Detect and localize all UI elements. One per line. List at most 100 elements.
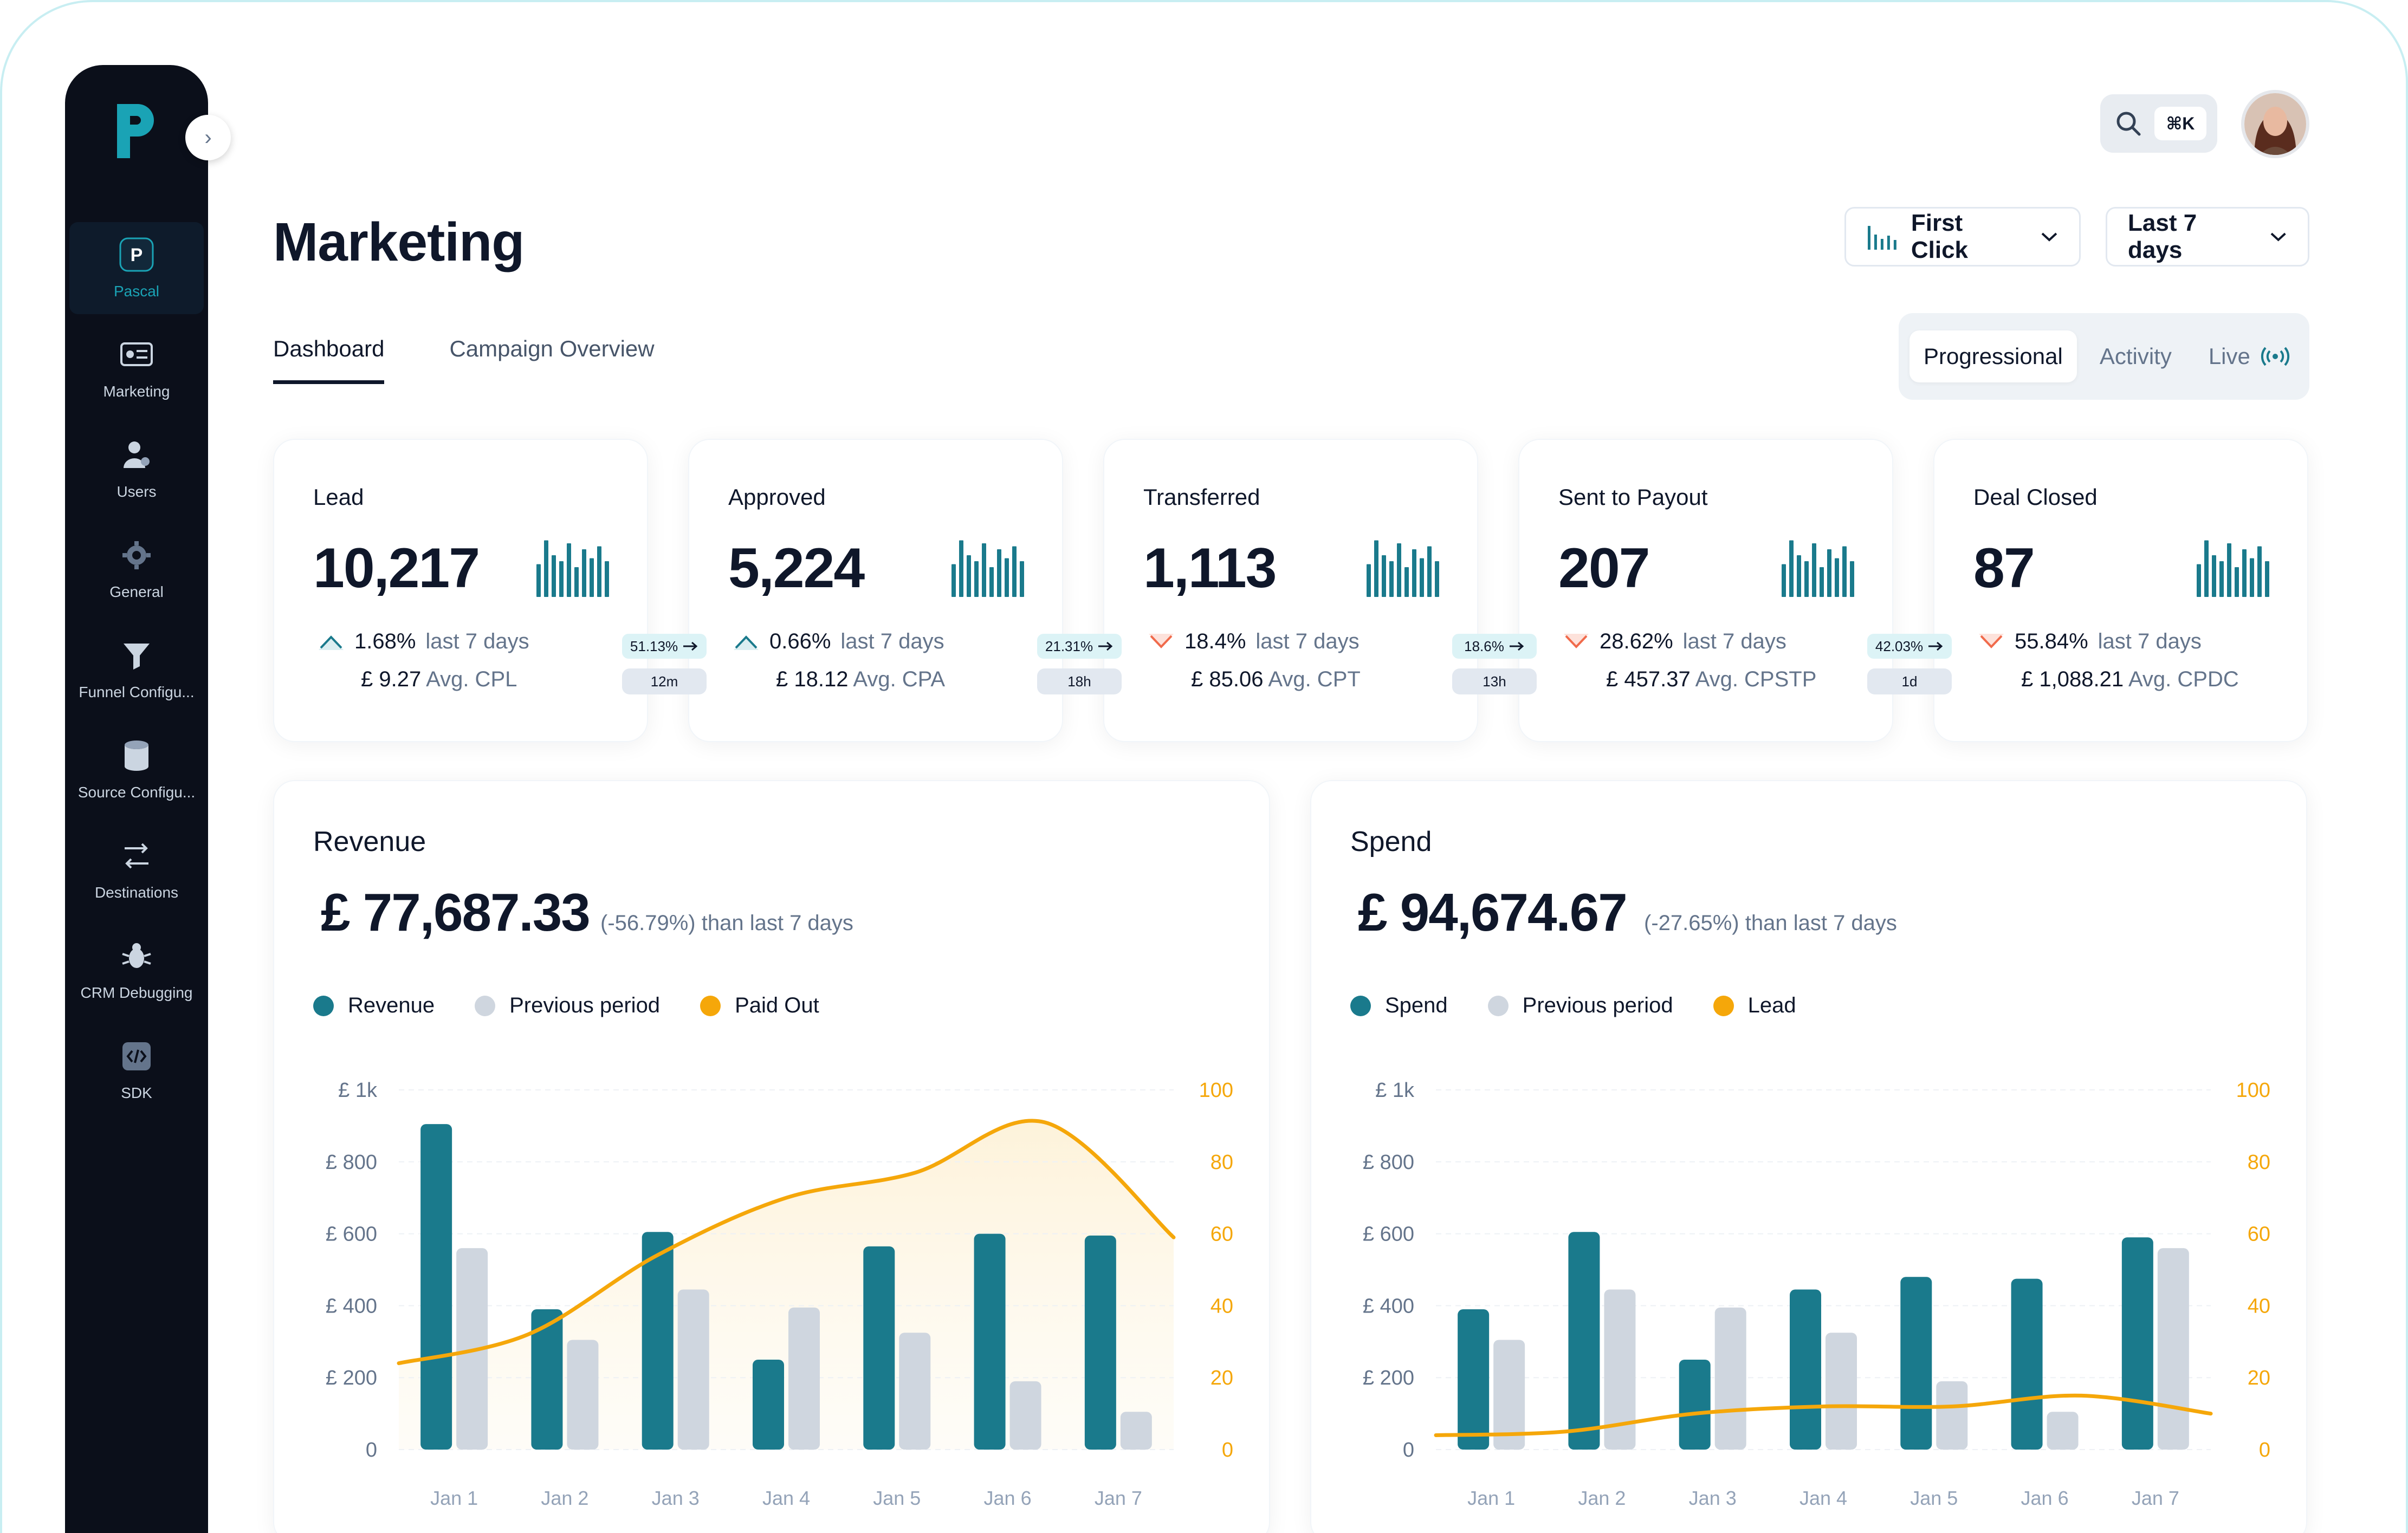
chevron-down-icon xyxy=(2270,232,2286,242)
bar-current[interactable] xyxy=(420,1124,452,1450)
paid-out-area xyxy=(399,1120,1174,1450)
kpi-card-sent-to-payout[interactable]: Sent to Payout 207 28.62% last 7 days £ 457.… xyxy=(1518,439,1893,742)
y2-tick-label: 20 xyxy=(2248,1367,2270,1389)
y2-tick-label: 0 xyxy=(2259,1439,2270,1461)
date-range-dropdown[interactable]: Last 7 days xyxy=(2106,207,2309,267)
sidebar-item-general[interactable]: General xyxy=(69,523,204,615)
kpi-title: Transferred xyxy=(1143,484,1260,510)
activity-button[interactable]: Activity xyxy=(2099,343,2172,369)
bar-current[interactable] xyxy=(531,1309,563,1450)
kpi-card-transferred[interactable]: Transferred 1,113 18.4% last 7 days £ 85.06 … xyxy=(1103,439,1478,742)
bar-previous[interactable] xyxy=(788,1307,820,1450)
bar-current[interactable] xyxy=(753,1360,784,1450)
x-tick-label: Jan 1 xyxy=(1467,1487,1515,1509)
conversion-rate: 21.31% xyxy=(1037,634,1122,659)
sidebar-item-pascal[interactable]: P Pascal xyxy=(69,222,204,314)
bar-current[interactable] xyxy=(1458,1309,1490,1450)
kpi-card-deal-closed[interactable]: Deal Closed 87 55.84% last 7 days £ 1,088.21… xyxy=(1933,439,2308,742)
bar-current[interactable] xyxy=(1568,1232,1600,1450)
bar-current[interactable] xyxy=(1679,1360,1711,1450)
sidebar-item-label: SDK xyxy=(121,1084,152,1101)
kpi-trend: 0.66% last 7 days xyxy=(733,629,944,654)
bar-current[interactable] xyxy=(1790,1289,1821,1450)
progressional-button[interactable]: Progressional xyxy=(1909,330,2077,382)
chart-title: Spend xyxy=(1350,826,1432,858)
gear-icon xyxy=(118,537,155,574)
marketing-icon xyxy=(118,336,155,373)
tab-campaign-overview[interactable]: Campaign Overview xyxy=(449,336,655,361)
bar-previous[interactable] xyxy=(1009,1381,1041,1450)
sidebar-item-crm-debugging[interactable]: CRM Debugging xyxy=(69,924,204,1016)
kpi-avg-label: Avg. CPT xyxy=(1268,667,1361,691)
bar-current[interactable] xyxy=(642,1232,674,1450)
attribution-dropdown[interactable]: First Click xyxy=(1844,207,2081,267)
sidebar-item-users[interactable]: Users xyxy=(69,423,204,515)
y-tick-label: £ 800 xyxy=(1363,1151,1414,1174)
sidebar-item-label: Users xyxy=(116,483,157,500)
sidebar-item-marketing[interactable]: Marketing xyxy=(69,322,204,414)
kpi-trend: 28.62% last 7 days xyxy=(1563,629,1786,654)
database-icon xyxy=(118,737,155,774)
app-logo-icon[interactable] xyxy=(112,99,160,164)
kpi-avg-value: £ 18.12 xyxy=(776,667,849,691)
bar-previous[interactable] xyxy=(567,1340,599,1450)
kpi-card-approved[interactable]: Approved 5,224 0.66% last 7 days £ 18.12 Avg… xyxy=(688,439,1063,742)
kpi-value: 10,217 xyxy=(313,537,480,600)
bar-previous[interactable] xyxy=(1714,1307,1746,1450)
bar-current[interactable] xyxy=(863,1246,895,1450)
bar-previous[interactable] xyxy=(2047,1412,2079,1450)
bar-previous[interactable] xyxy=(1826,1333,1857,1450)
kpi-trend-period: last 7 days xyxy=(1255,629,1360,653)
bar-previous[interactable] xyxy=(1604,1289,1636,1450)
bar-current[interactable] xyxy=(1900,1277,1932,1450)
bar-current[interactable] xyxy=(2121,1237,2153,1450)
sidebar-item-source[interactable]: Source Configu... xyxy=(69,723,204,815)
legend-item: Previous period xyxy=(475,993,660,1018)
sidebar-item-funnel[interactable]: Funnel Configu... xyxy=(69,623,204,715)
kpi-title: Deal Closed xyxy=(1973,484,2098,510)
sidebar-item-sdk[interactable]: SDK xyxy=(69,1024,204,1116)
kpi-card-lead[interactable]: Lead 10,217 1.68% last 7 days £ 9.27 Avg. CP… xyxy=(273,439,648,742)
kpi-avg-value: £ 9.27 xyxy=(361,667,422,691)
kpi-title: Sent to Payout xyxy=(1558,484,1708,510)
bar-previous[interactable] xyxy=(677,1289,709,1450)
conversion-rate: 18.6% xyxy=(1452,634,1537,659)
x-tick-label: Jan 4 xyxy=(1799,1487,1847,1509)
x-tick-label: Jan 2 xyxy=(541,1487,588,1509)
chevron-down-icon xyxy=(2041,232,2057,242)
kpi-trend-period: last 7 days xyxy=(425,629,529,653)
date-range-value: Last 7 days xyxy=(2128,210,2197,263)
trend-up-icon xyxy=(734,635,759,650)
series-line[interactable] xyxy=(1434,1393,2213,1437)
bar-previous[interactable] xyxy=(2157,1248,2189,1450)
y-tick-label: 0 xyxy=(366,1439,377,1461)
y2-tick-label: 0 xyxy=(1222,1439,1233,1461)
collapse-sidebar-button[interactable]: › xyxy=(185,115,231,160)
bar-current[interactable] xyxy=(1084,1235,1116,1450)
kpi-avg-label: Avg. CPSTP xyxy=(1695,667,1817,691)
bar-previous[interactable] xyxy=(1493,1340,1525,1450)
search-button[interactable]: ⌘K xyxy=(2100,94,2217,153)
tab-dashboard[interactable]: Dashboard xyxy=(273,336,385,384)
kpi-title: Lead xyxy=(313,484,364,510)
y-tick-label: £ 600 xyxy=(1363,1223,1414,1246)
bar-previous[interactable] xyxy=(1120,1412,1152,1450)
sidebar-item-destinations[interactable]: Destinations xyxy=(69,823,204,915)
bar-previous[interactable] xyxy=(899,1333,931,1450)
y-tick-label: £ 800 xyxy=(326,1151,377,1174)
bar-previous[interactable] xyxy=(1936,1381,1968,1450)
chart-title: Revenue xyxy=(313,826,426,858)
conversion-chip: 21.31% 18h xyxy=(1037,634,1122,694)
chart-delta: (-56.79%) than last 7 days xyxy=(600,911,853,935)
live-button[interactable]: Live xyxy=(2195,330,2305,382)
avatar[interactable] xyxy=(2241,90,2309,158)
x-tick-label: Jan 1 xyxy=(430,1487,478,1509)
kpi-average: £ 18.12 Avg. CPA xyxy=(776,667,945,692)
live-label: Live xyxy=(2208,343,2250,369)
bar-current[interactable] xyxy=(2011,1278,2043,1450)
bar-current[interactable] xyxy=(974,1233,1006,1450)
attribution-value: First Click xyxy=(1911,210,1969,263)
series-line[interactable] xyxy=(397,1119,1176,1366)
chart-total: £ 94,674.67 xyxy=(1358,882,1628,942)
sidebar-item-label: Pascal xyxy=(113,283,160,300)
